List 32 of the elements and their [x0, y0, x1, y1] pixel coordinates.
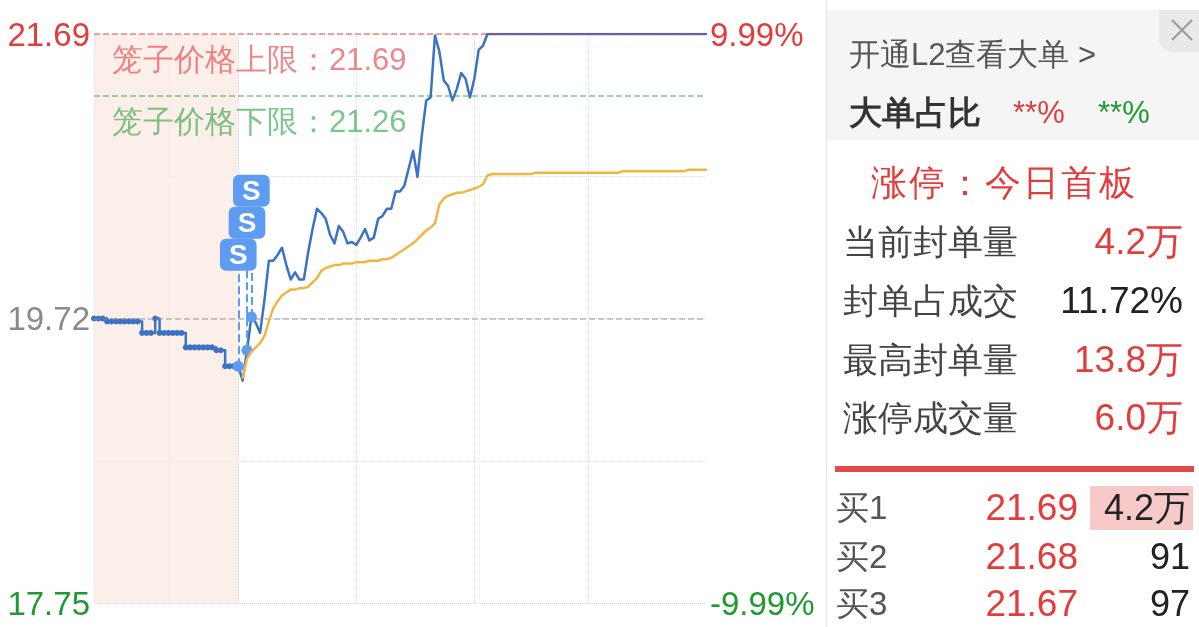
text: **% [1098, 94, 1150, 132]
text: 11.72% [1060, 278, 1183, 323]
text: 涨停：今日首板 [871, 161, 1137, 205]
text: 6.0万 [1094, 395, 1183, 440]
text: 13.8万 [1073, 337, 1183, 382]
y-tick-label: 17.75 [7, 584, 90, 622]
text: 4.2万 [1089, 486, 1193, 530]
y2-tick-label: 9.99% [710, 15, 804, 53]
y-tick-label: 19.72 [7, 300, 90, 337]
text: 91 [1149, 535, 1190, 579]
text: 开通L2查看大单 > [849, 36, 1097, 74]
text: 21.67 [985, 581, 1078, 626]
text: 买2 [836, 537, 888, 577]
text: **% [1013, 94, 1065, 132]
text: 买1 [836, 488, 888, 528]
text: 21.68 [985, 534, 1078, 579]
text: 当前封单量 [843, 221, 1018, 263]
annotation: S [237, 207, 257, 239]
text: 买3 [836, 584, 888, 624]
text: 4.2万 [1094, 219, 1183, 264]
text: 最高封单量 [843, 339, 1018, 381]
text: 涨停成交量 [843, 397, 1018, 439]
text: 21.69 [985, 485, 1078, 530]
y-tick-label: 21.69 [7, 15, 90, 53]
ref-line-label: 笼子价格上限：21.69 [112, 42, 407, 77]
annotation: S [242, 175, 261, 207]
text: 封单占成交 [843, 280, 1018, 322]
annotation: S [228, 239, 248, 271]
text: 大单占比 [849, 93, 981, 133]
ref-line-label: 笼子价格下限：21.26 [112, 104, 407, 140]
y2-tick-label: -9.99% [710, 584, 815, 622]
text: 97 [1149, 582, 1190, 626]
